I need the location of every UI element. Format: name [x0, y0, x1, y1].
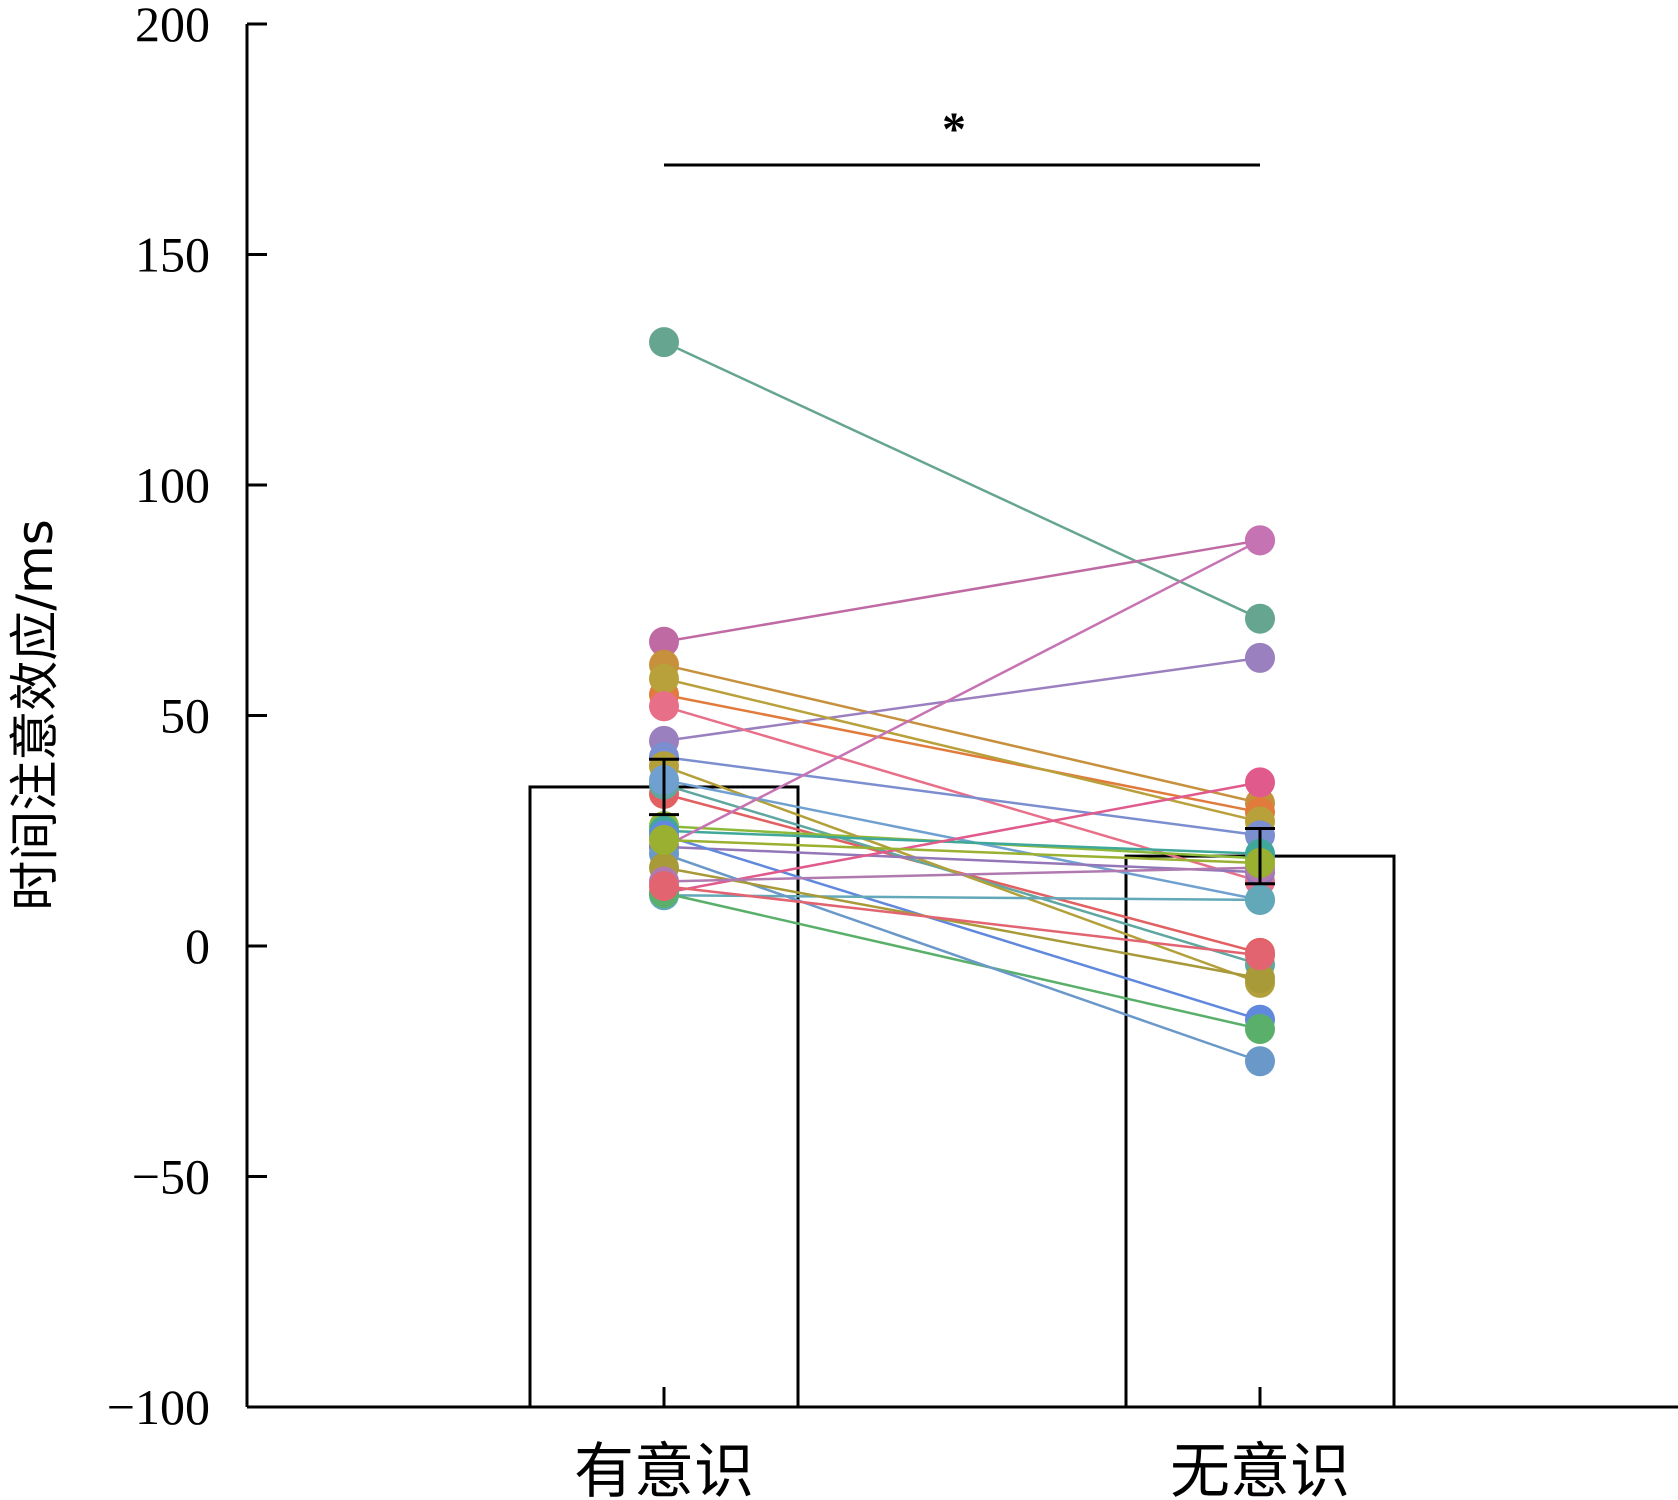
y-tick-label-5: 0 — [185, 918, 210, 974]
subject-line-22 — [663, 866, 1261, 980]
y-tick-label-1: 200 — [135, 0, 210, 52]
y-tick-label-6: −50 — [132, 1149, 210, 1205]
y-ticks-layer: 200 150 100 50 0 −50 −100 — [107, 0, 267, 1435]
subject-line-19 — [663, 894, 1261, 902]
x-tick-label-2: 无意识 — [1170, 1437, 1350, 1500]
x-ticks-layer: 有意识 无意识 — [574, 1387, 1350, 1500]
subject-point-20-2 — [1245, 1013, 1275, 1044]
y-tick-label-7: −100 — [107, 1379, 210, 1435]
y-tick-label-2: 150 — [135, 227, 210, 283]
subject-point-19-2 — [1245, 884, 1275, 915]
y-axis-label: 时间注意效应/ms — [6, 519, 64, 911]
subject-line-14 — [663, 829, 1261, 856]
subject-point-1-2 — [1245, 603, 1275, 634]
subject-point-7-1 — [649, 691, 679, 722]
subject-points-layer — [649, 327, 1275, 1077]
subject-point-2-1 — [649, 626, 679, 657]
subject-line-3 — [663, 663, 1261, 805]
subject-line-18 — [663, 781, 1261, 895]
y-tick-label-3: 100 — [135, 457, 210, 513]
subject-line-15 — [663, 539, 1261, 848]
subject-point-22-2 — [1245, 963, 1275, 994]
subject-point-25-1 — [649, 824, 679, 855]
subject-line-20 — [663, 891, 1261, 1031]
error-bars-layer — [649, 757, 1275, 886]
subject-line-24 — [663, 884, 1261, 957]
subject-line-17 — [663, 834, 1261, 1021]
subject-lines-layer — [663, 340, 1261, 1063]
subject-point-21-2 — [1245, 1046, 1275, 1077]
subject-point-6-1 — [649, 663, 679, 694]
subject-point-18-2 — [1245, 767, 1275, 798]
subject-line-16 — [663, 845, 1261, 874]
subject-point-24-2 — [1245, 940, 1275, 971]
subject-point-24-1 — [649, 871, 679, 902]
subject-point-5-2 — [1245, 642, 1275, 673]
significance-label: * — [942, 103, 966, 156]
x-tick-label-1: 有意识 — [574, 1437, 754, 1500]
axes-layer — [245, 24, 1678, 1409]
subject-line-8 — [663, 755, 1261, 837]
significance-group: * — [664, 103, 1260, 167]
y-tick-label-4: 50 — [160, 688, 210, 744]
subject-line-13 — [663, 778, 1261, 902]
subject-line-1 — [663, 340, 1261, 620]
subject-line-23 — [663, 866, 1261, 883]
subject-line-21 — [663, 852, 1261, 1063]
subject-line-5 — [663, 656, 1261, 743]
subject-point-15-2 — [1245, 525, 1275, 556]
subject-line-2 — [663, 539, 1261, 643]
subject-point-1-1 — [649, 327, 679, 358]
subject-line-25 — [663, 838, 1261, 865]
subject-line-4 — [663, 693, 1261, 814]
subject-line-6 — [663, 677, 1261, 823]
